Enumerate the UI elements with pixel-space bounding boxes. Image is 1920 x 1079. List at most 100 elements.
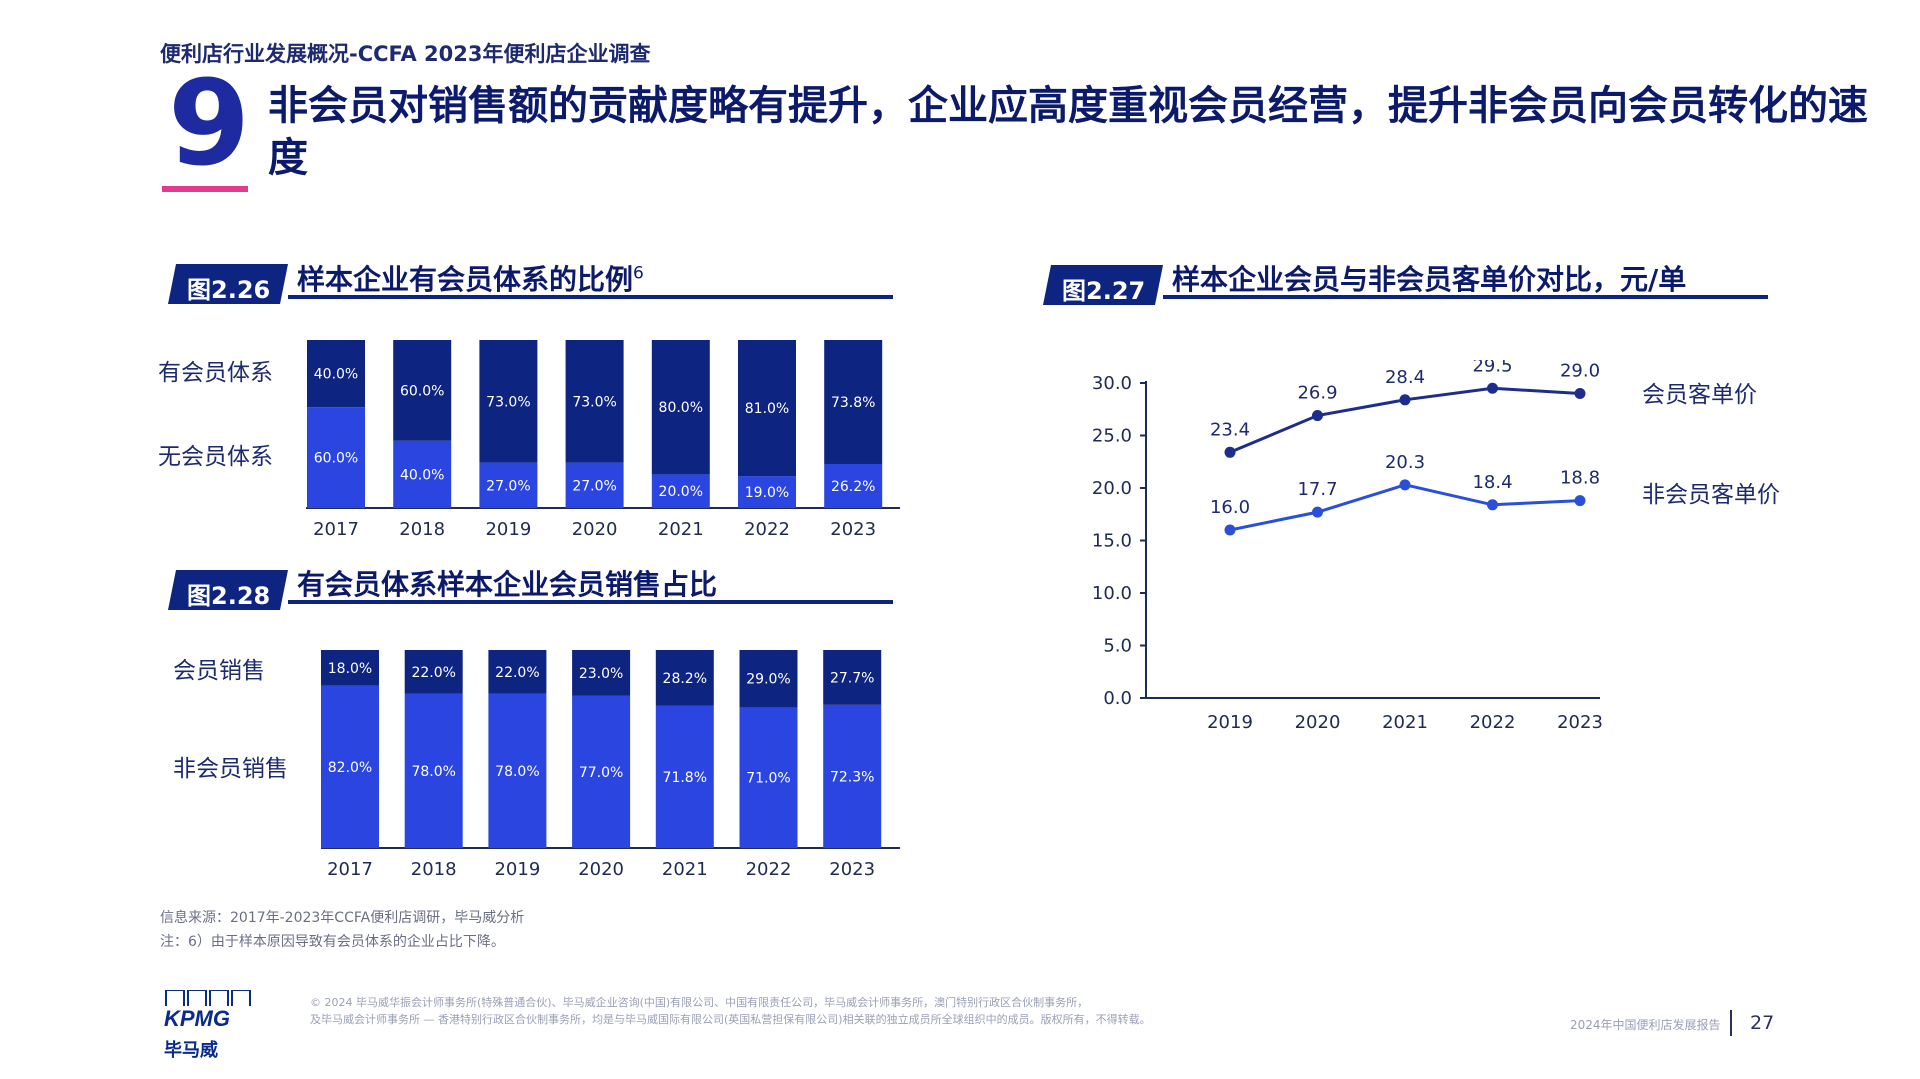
fig227-xtick-2023: 2023 [1557, 712, 1603, 733]
fig226-label-2019-upper: 73.0% [486, 394, 530, 410]
fig228-label-2021-lower: 71.8% [663, 770, 707, 786]
fig226-label-2019-lower: 27.0% [486, 478, 530, 494]
fig228-tick-2017: 2017 [327, 859, 373, 880]
fig226-tick-2022: 2022 [744, 519, 790, 540]
fig228-label-2018-lower: 78.0% [411, 764, 455, 780]
fig228-chart: 82.0% 18.0% 2017 78.0% 22.0% 2018 78.0% 22.0% 20… [173, 650, 900, 880]
fig227-data-label-1-2020: 17.7 [1297, 479, 1337, 500]
fig228-label-2020-upper: 23.0% [579, 666, 623, 682]
fig227-ytick-25.0: 25.0 [1092, 426, 1132, 447]
fig227-label: 图2.27 [1062, 277, 1146, 305]
fig228-tick-2023: 2023 [829, 859, 875, 880]
fig228-legend-lower: 非会员销售 [173, 756, 288, 782]
fig226-label-2022-upper: 81.0% [745, 401, 789, 417]
note-line: 注：6）由于样本原因导致有会员体系的企业占比下降。 [160, 934, 505, 950]
fig228-bar-2022-upper [739, 650, 798, 708]
fig227-data-label-1-2021: 20.3 [1385, 452, 1425, 473]
fig227-point-0-2020 [1312, 410, 1323, 422]
fig228-label-2019-lower: 78.0% [495, 764, 539, 780]
fig227-data-label-0-2022: 29.5 [1472, 360, 1512, 376]
page-number: 27 [1750, 1012, 1775, 1034]
fig228-tick-2018: 2018 [411, 859, 457, 880]
fig228-label-2022-lower: 71.0% [746, 771, 790, 787]
fig227-line-1 [1229, 483, 1581, 532]
kpmg-logo: KPMG [162, 990, 254, 1031]
fig228-bar-2017-lower [321, 685, 379, 848]
fig226-label: 图2.26 [187, 276, 271, 304]
source-line: 信息来源：2017年-2023年CCFA便利店调研，毕马威分析 [160, 910, 525, 926]
fig227-legend-1: 非会员客单价 [1642, 482, 1780, 508]
fig226-bar-2021-upper [651, 340, 710, 475]
fig226-chart: 60.0% 40.0% 2017 40.0% 60.0% 2018 27.0% 73.0% 20… [158, 340, 900, 540]
fig226-bar-2022-upper [738, 340, 796, 477]
fig227-point-1-2021 [1399, 479, 1411, 491]
footer-divider [1730, 1010, 1732, 1036]
fig228-bar-2018-lower [404, 693, 463, 848]
fig227-data-label-0-2023: 29.0 [1560, 361, 1600, 382]
fig227-ytick-10.0: 10.0 [1092, 583, 1132, 604]
fig227-ytick-30.0: 30.0 [1092, 373, 1132, 394]
fig226-bar-2019-lower [479, 462, 538, 508]
fig227-xtick-2020: 2020 [1295, 712, 1341, 733]
fig226-title-rule [288, 295, 893, 299]
fig226-label-2020-lower: 27.0% [572, 478, 616, 494]
fig226-title-sup: 6 [633, 263, 644, 284]
fig226-bar-2023-lower [824, 463, 883, 508]
fig228-label: 图2.28 [187, 582, 271, 610]
fig228-bar-2020-upper [572, 650, 631, 696]
fig226-label-2021-upper: 80.0% [659, 400, 703, 416]
fig228-tick-2020: 2020 [578, 859, 624, 880]
section-number: 9 [168, 54, 251, 192]
fig227-data-label-0-2020: 26.9 [1297, 383, 1337, 404]
fig227-xtick-2021: 2021 [1382, 712, 1428, 733]
fig227-ytick-0.0: 0.0 [1103, 688, 1132, 709]
fig226-title-text: 样本企业有会员体系的比例 [297, 263, 634, 296]
fig227-ytick-5.0: 5.0 [1103, 636, 1132, 657]
fig227-point-0-2021 [1399, 394, 1411, 406]
fig227-data-label-1-2022: 18.4 [1472, 472, 1512, 493]
page-title: 非会员对销售额的贡献度略有提升，企业应高度重视会员经营，提升非会员向会员转化的速… [268, 83, 1868, 181]
fig227-xtick-2022: 2022 [1470, 712, 1516, 733]
fig228-bar-2018-upper [404, 650, 463, 694]
fig226-label-tag [168, 264, 288, 304]
fig228-bar-2023-lower [823, 704, 882, 848]
fig226-tick-2023: 2023 [830, 519, 876, 540]
fig227-ytick-15.0: 15.0 [1092, 531, 1132, 552]
fig228-bar-2017-upper [321, 650, 379, 686]
fig226-title: 样本企业有会员体系的比例6 [297, 258, 644, 298]
fig227-point-0-2023 [1574, 388, 1586, 399]
fig227-data-label-0-2019: 23.4 [1210, 419, 1250, 440]
fig228-bar-2021-upper [655, 650, 714, 706]
fig227-point-1-2019 [1224, 524, 1236, 536]
fig228-label-2017-lower: 82.0% [328, 760, 372, 776]
fig226-tick-2019: 2019 [485, 519, 531, 540]
fig226-tick-2020: 2020 [572, 519, 618, 540]
fig228-bar-2023-upper [823, 650, 882, 705]
fig226-bar-2017-upper [307, 340, 365, 408]
disclaimer-line-1: © 2024 毕马威华振会计师事务所(特殊普通合伙)、毕马威企业咨询(中国)有限… [310, 996, 1089, 1009]
fig227-title: 样本企业会员与非会员客单价对比，元/单 [1172, 263, 1687, 296]
fig227-point-1-2022 [1487, 499, 1498, 511]
fig227-point-1-2020 [1312, 506, 1323, 518]
fig226-bar-2017-lower [307, 407, 365, 508]
breadcrumb: 便利店行业发展概况-CCFA 2023年便利店企业调查 [160, 42, 651, 66]
fig226-bar-2020-upper [565, 340, 624, 463]
fig228-label-2023-lower: 72.3% [830, 769, 874, 785]
kpmg-chinese-name: 毕马威 [164, 1040, 218, 1061]
fig226-label-2022-lower: 19.0% [745, 485, 789, 501]
fig226-bar-2018-lower [393, 440, 452, 508]
fig227-data-label-1-2023: 18.8 [1560, 468, 1600, 489]
source-note: 信息来源：2017年-2023年CCFA便利店调研，毕马威分析 注：6）由于样本… [160, 906, 524, 954]
fig226-label-2017-lower: 60.0% [314, 451, 358, 467]
fig227-data-label-1-2019: 16.0 [1210, 497, 1250, 518]
fig228-bar-2019-upper [488, 650, 547, 694]
fig227-point-1-2023 [1574, 495, 1586, 507]
fig226-label-2018-lower: 40.0% [400, 467, 444, 483]
fig228-bar-2020-lower [572, 695, 631, 848]
fig228-tick-2019: 2019 [494, 859, 540, 880]
disclaimer: © 2024 毕马威华振会计师事务所(特殊普通合伙)、毕马威企业咨询(中国)有限… [310, 994, 1330, 1028]
fig226-bar-2023-upper [824, 340, 883, 464]
fig226-label-2023-lower: 26.2% [831, 479, 875, 495]
fig227-label-tag [1043, 265, 1163, 305]
fig226-label-2017-upper: 40.0% [314, 367, 358, 383]
